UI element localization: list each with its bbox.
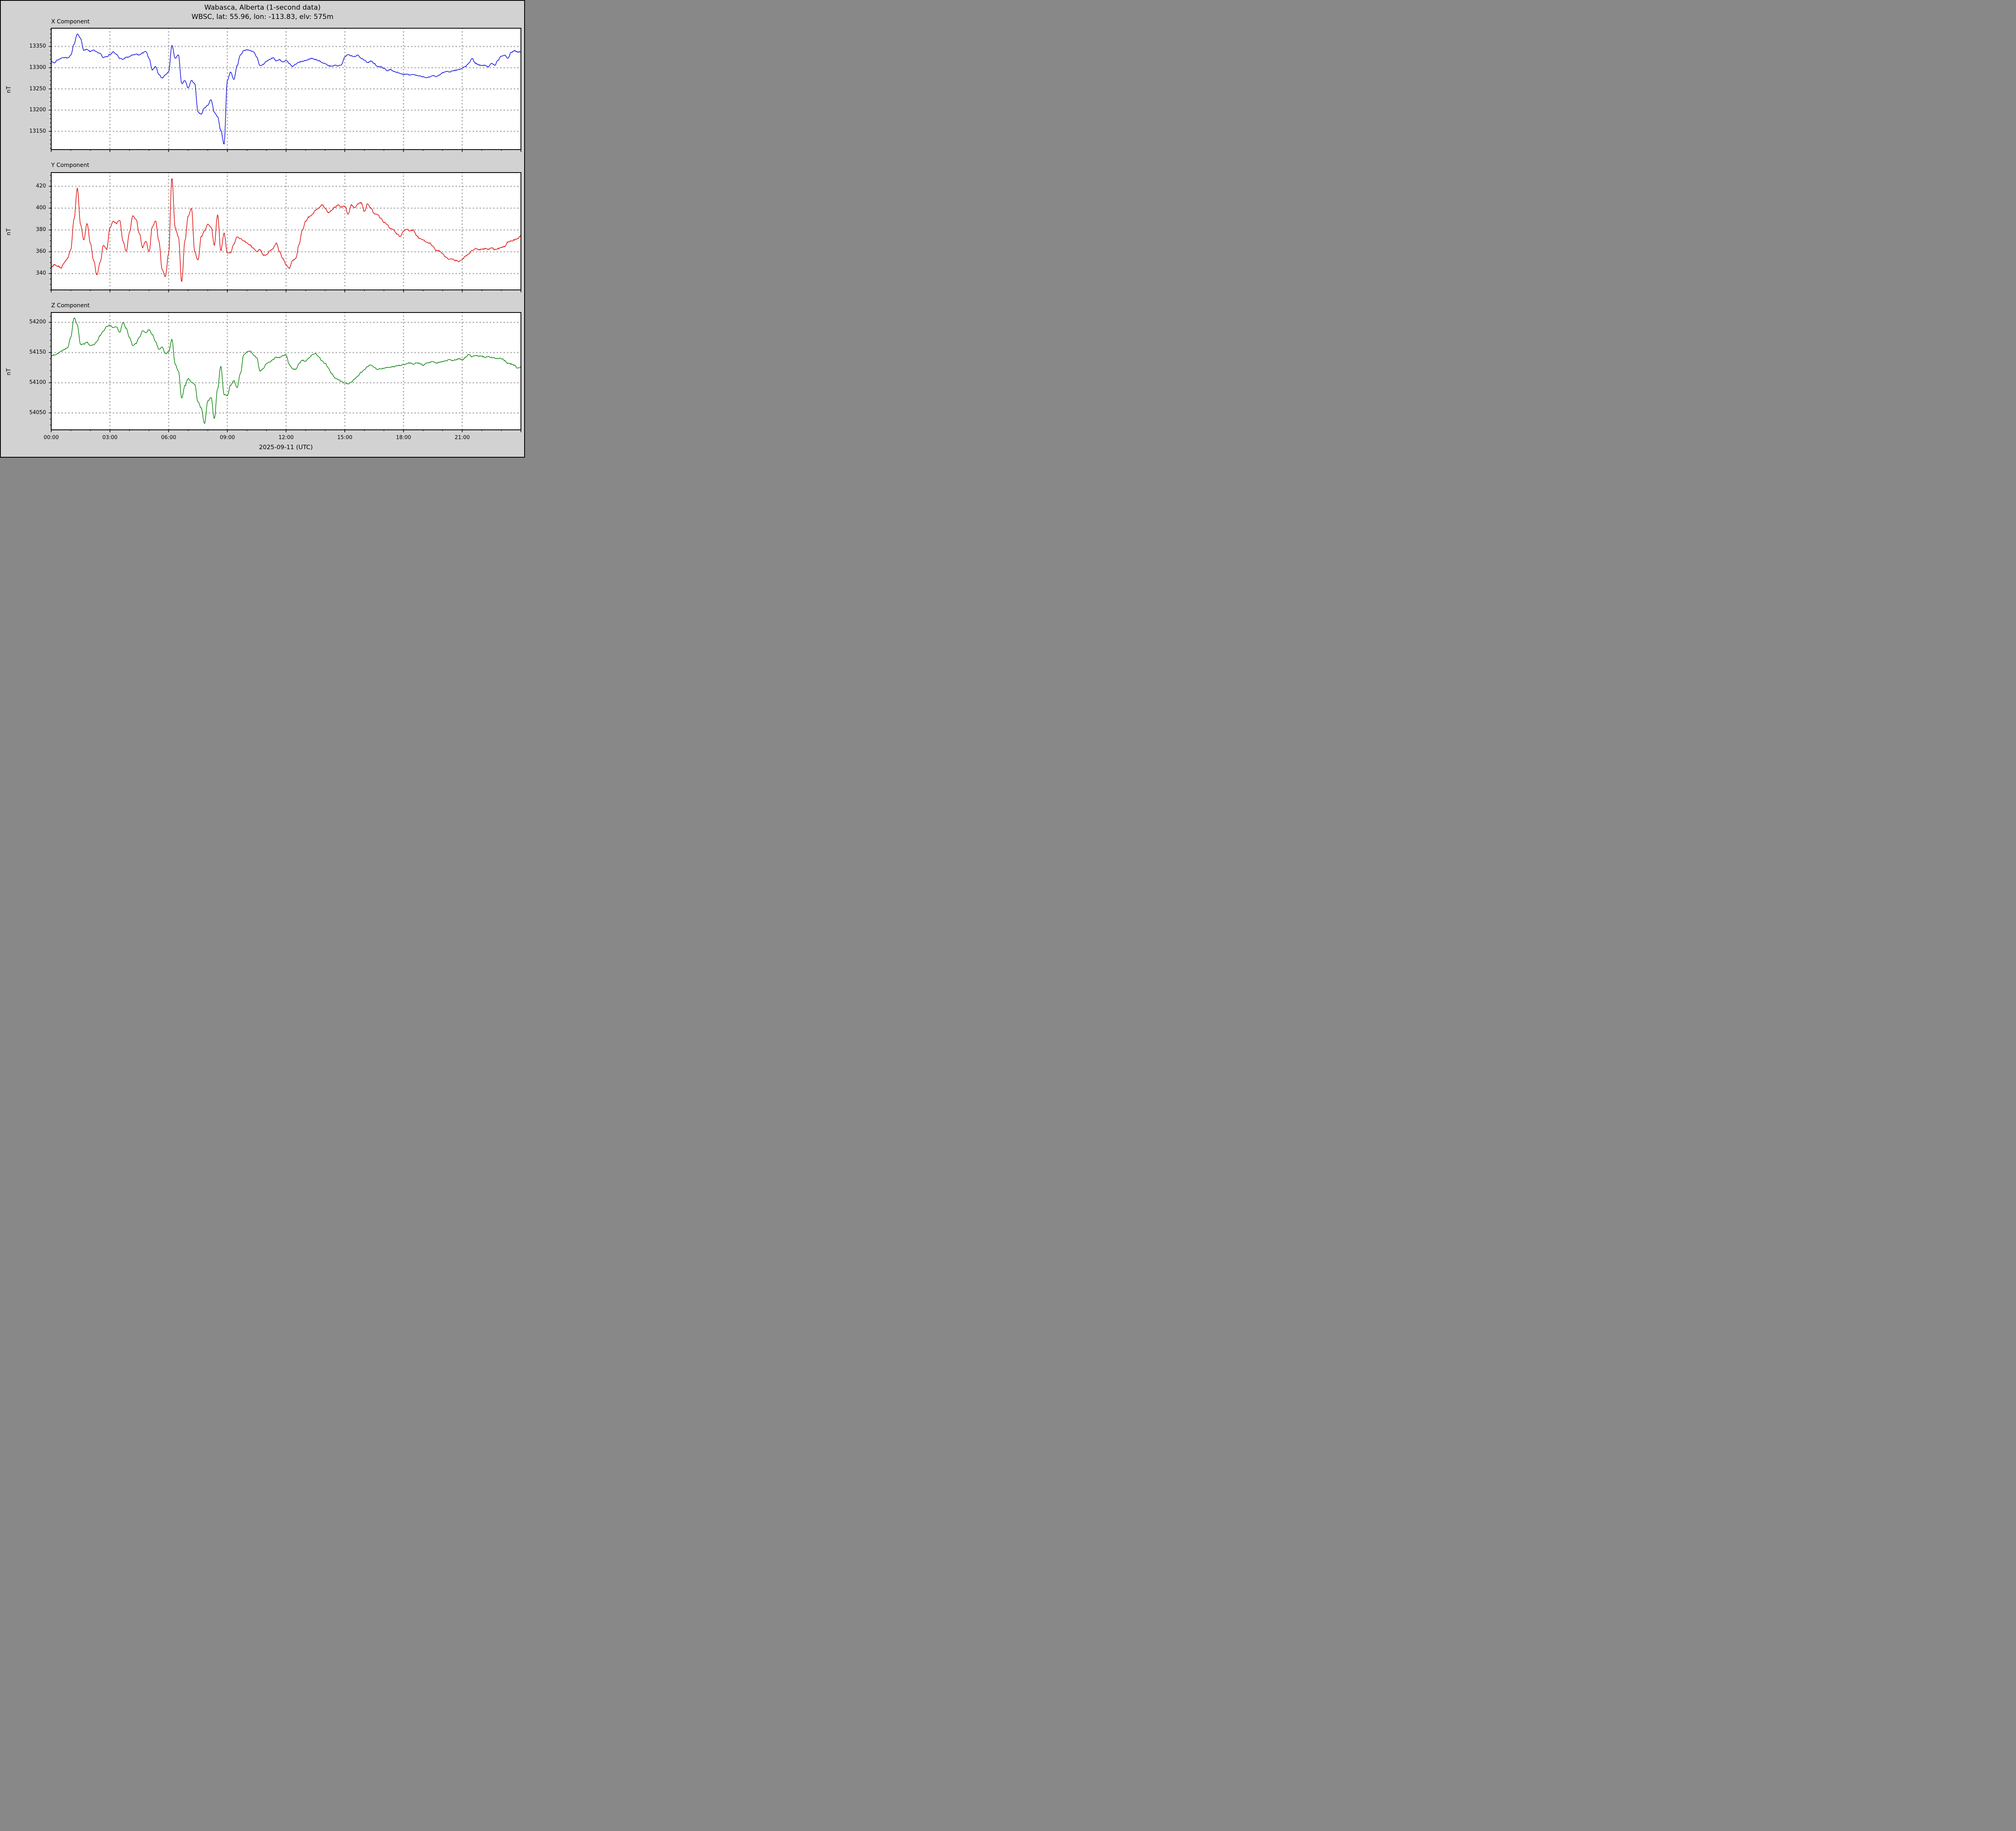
ytick-label: 54050 [29,410,46,416]
ylabel-z-component: nT [6,368,12,375]
xtick-label: 03:00 [102,435,118,441]
ytick-label: 13300 [29,64,46,71]
ytick-label: 360 [36,248,46,255]
xtick-label: 15:00 [337,435,352,441]
xtick-label: 06:00 [161,435,176,441]
x-axis-label: 2025-09-11 (UTC) [259,444,313,451]
figure-title-line1: Wabasca, Alberta (1-second data) [204,4,321,12]
z-component-plot [49,312,521,432]
x-component-plot [49,28,521,152]
ytick-label: 54200 [29,319,46,325]
ytick-label: 13150 [29,128,46,134]
ytick-label: 54100 [29,379,46,386]
ytick-label: 400 [36,205,46,211]
ytick-label: 13250 [29,85,46,92]
ytick-label: 13350 [29,43,46,50]
subplot-label-z-component: Z Component [51,302,90,309]
xtick-label: 00:00 [44,435,59,441]
figure-title: Wabasca, Alberta (1-second data) WBSC, l… [1,3,524,22]
ytick-label: 420 [36,183,46,190]
xtick-label: 21:00 [454,435,470,441]
ytick-label: 13200 [29,107,46,113]
subplot-label-x-component: X Component [51,19,90,25]
xtick-label: 18:00 [396,435,411,441]
subplot-label-y-component: Y Component [51,162,90,169]
ytick-label: 54150 [29,349,46,356]
xtick-label: 09:00 [220,435,235,441]
ytick-label: 340 [36,270,46,277]
y-component-plot [49,172,521,292]
xtick-label: 12:00 [278,435,294,441]
figure-title-line2: WBSC, lat: 55.96, lon: -113.83, elv: 575… [192,12,333,21]
magnetometer-figure: Wabasca, Alberta (1-second data) WBSC, l… [0,0,525,458]
ytick-label: 380 [36,227,46,233]
